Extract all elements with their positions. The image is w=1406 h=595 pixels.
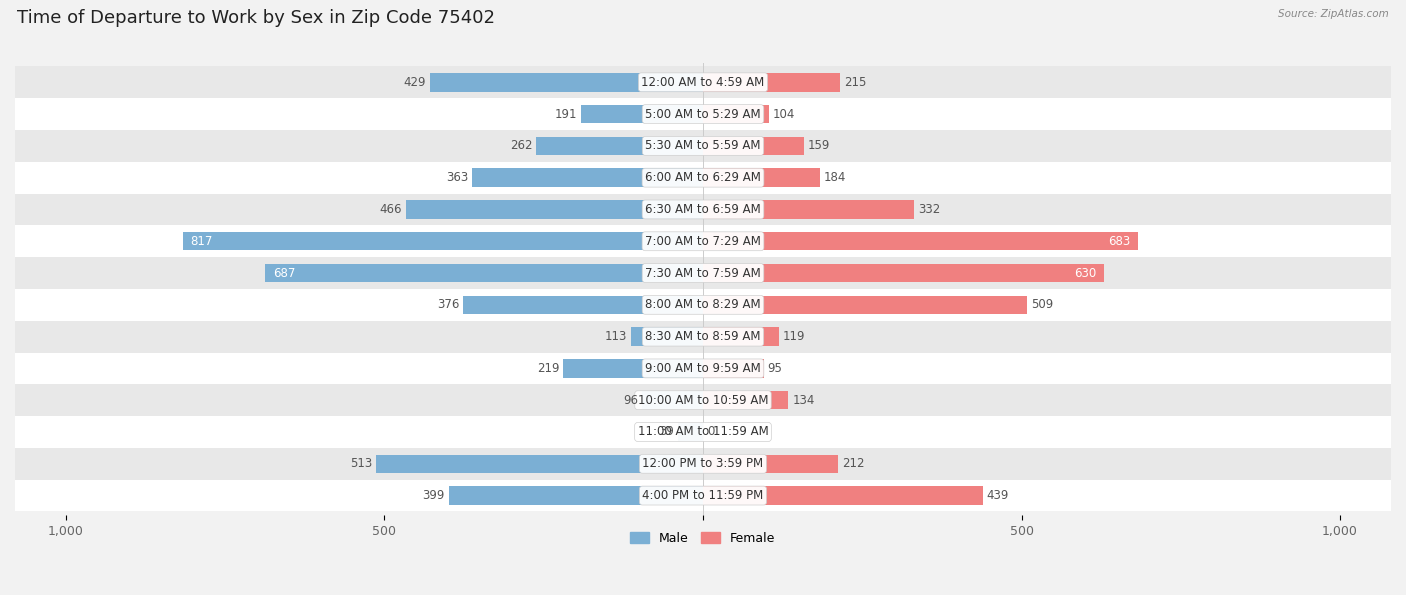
- Bar: [0, 162, 1406, 193]
- Text: 6:30 AM to 6:59 AM: 6:30 AM to 6:59 AM: [645, 203, 761, 216]
- Bar: [0, 226, 1406, 257]
- Text: 113: 113: [605, 330, 627, 343]
- Bar: [703, 73, 839, 92]
- Text: 104: 104: [773, 108, 796, 121]
- Text: 159: 159: [808, 139, 831, 152]
- Text: 509: 509: [1031, 298, 1053, 311]
- Legend: Male, Female: Male, Female: [626, 527, 780, 550]
- Bar: [0, 321, 1406, 352]
- Text: 630: 630: [1074, 267, 1097, 280]
- Bar: [0, 384, 1406, 416]
- Text: 0: 0: [707, 425, 714, 439]
- Text: 5:00 AM to 5:29 AM: 5:00 AM to 5:29 AM: [645, 108, 761, 121]
- Bar: [703, 168, 820, 187]
- Text: 399: 399: [423, 489, 446, 502]
- Text: 7:00 AM to 7:29 AM: 7:00 AM to 7:29 AM: [645, 235, 761, 248]
- Bar: [0, 257, 1406, 289]
- Bar: [449, 486, 703, 505]
- Bar: [703, 327, 779, 346]
- Bar: [0, 98, 1406, 130]
- Bar: [581, 105, 703, 123]
- Text: 429: 429: [404, 76, 426, 89]
- Bar: [430, 73, 703, 92]
- Bar: [703, 455, 838, 473]
- Text: 134: 134: [792, 394, 814, 407]
- Text: 363: 363: [446, 171, 468, 184]
- Text: 95: 95: [768, 362, 782, 375]
- Text: 5:30 AM to 5:59 AM: 5:30 AM to 5:59 AM: [645, 139, 761, 152]
- Bar: [377, 455, 703, 473]
- Text: 119: 119: [783, 330, 806, 343]
- Bar: [536, 137, 703, 155]
- Bar: [678, 423, 703, 441]
- Bar: [0, 448, 1406, 480]
- Bar: [183, 232, 703, 250]
- Bar: [703, 201, 914, 219]
- Bar: [0, 130, 1406, 162]
- Bar: [472, 168, 703, 187]
- Bar: [703, 359, 763, 378]
- Bar: [0, 67, 1406, 98]
- Text: Time of Departure to Work by Sex in Zip Code 75402: Time of Departure to Work by Sex in Zip …: [17, 9, 495, 27]
- Text: 687: 687: [273, 267, 295, 280]
- Text: 212: 212: [842, 458, 865, 470]
- Bar: [703, 232, 1137, 250]
- Text: 8:30 AM to 8:59 AM: 8:30 AM to 8:59 AM: [645, 330, 761, 343]
- Text: 513: 513: [350, 458, 373, 470]
- Text: Source: ZipAtlas.com: Source: ZipAtlas.com: [1278, 9, 1389, 19]
- Text: 7:30 AM to 7:59 AM: 7:30 AM to 7:59 AM: [645, 267, 761, 280]
- Bar: [464, 296, 703, 314]
- Text: 262: 262: [510, 139, 533, 152]
- Text: 683: 683: [1108, 235, 1130, 248]
- Bar: [266, 264, 703, 282]
- Bar: [643, 391, 703, 409]
- Text: 8:00 AM to 8:29 AM: 8:00 AM to 8:29 AM: [645, 298, 761, 311]
- Bar: [0, 352, 1406, 384]
- Text: 376: 376: [437, 298, 460, 311]
- Bar: [0, 193, 1406, 226]
- Text: 4:00 PM to 11:59 PM: 4:00 PM to 11:59 PM: [643, 489, 763, 502]
- Bar: [0, 289, 1406, 321]
- Text: 817: 817: [190, 235, 212, 248]
- Bar: [703, 264, 1104, 282]
- Bar: [0, 480, 1406, 512]
- Text: 191: 191: [555, 108, 578, 121]
- Text: 12:00 PM to 3:59 PM: 12:00 PM to 3:59 PM: [643, 458, 763, 470]
- Bar: [406, 201, 703, 219]
- Text: 332: 332: [918, 203, 941, 216]
- Bar: [0, 416, 1406, 448]
- Bar: [703, 391, 789, 409]
- Text: 6:00 AM to 6:29 AM: 6:00 AM to 6:29 AM: [645, 171, 761, 184]
- Bar: [631, 327, 703, 346]
- Bar: [564, 359, 703, 378]
- Text: 10:00 AM to 10:59 AM: 10:00 AM to 10:59 AM: [638, 394, 768, 407]
- Text: 39: 39: [659, 425, 675, 439]
- Text: 96: 96: [623, 394, 638, 407]
- Text: 11:00 AM to 11:59 AM: 11:00 AM to 11:59 AM: [638, 425, 768, 439]
- Bar: [703, 296, 1028, 314]
- Bar: [703, 105, 769, 123]
- Text: 184: 184: [824, 171, 846, 184]
- Text: 219: 219: [537, 362, 560, 375]
- Text: 12:00 AM to 4:59 AM: 12:00 AM to 4:59 AM: [641, 76, 765, 89]
- Text: 215: 215: [844, 76, 866, 89]
- Text: 466: 466: [380, 203, 402, 216]
- Bar: [703, 486, 983, 505]
- Text: 439: 439: [987, 489, 1010, 502]
- Bar: [703, 137, 804, 155]
- Text: 9:00 AM to 9:59 AM: 9:00 AM to 9:59 AM: [645, 362, 761, 375]
